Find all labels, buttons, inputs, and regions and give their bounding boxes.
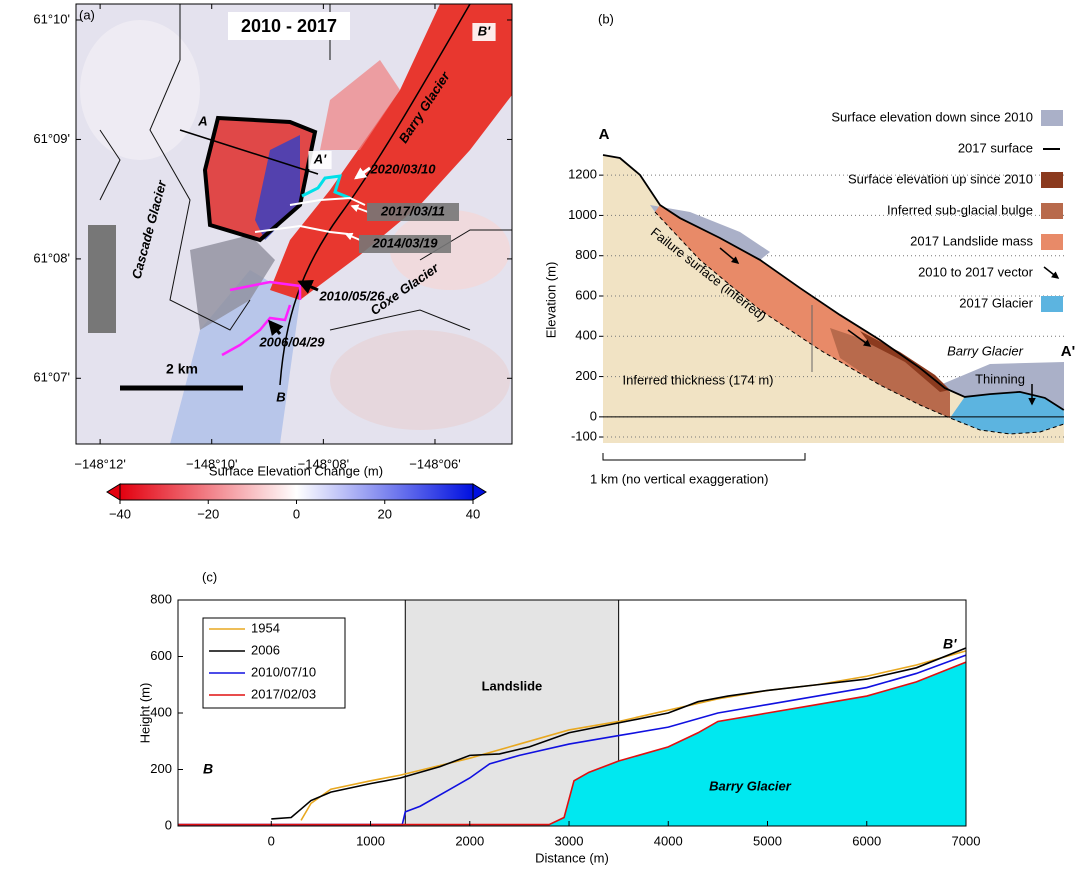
end-label: B' (943, 636, 957, 652)
y-axis-label: Height (m) (137, 683, 152, 744)
panel-label: (c) (202, 569, 217, 584)
y-tick-label: 1000 (568, 207, 597, 222)
region-label: Landslide (482, 678, 543, 693)
y-tick-label: 600 (575, 287, 597, 302)
legend-label: 2006 (251, 642, 280, 657)
colorbar-tick-label: −40 (109, 506, 131, 521)
colorbar-title: Surface Elevation Change (m) (209, 463, 383, 478)
legend-label: 2017 surface (958, 140, 1033, 155)
map-image (76, 4, 512, 444)
legend-swatch (1041, 203, 1063, 219)
legend-label: 2010 to 2017 vector (918, 264, 1034, 279)
colorbar-tick-label: −20 (197, 506, 219, 521)
legend-label: Surface elevation down since 2010 (831, 109, 1033, 124)
legend-label: 2017 Landslide mass (910, 233, 1033, 248)
profile-annotation: Inferred thickness (174 m) (622, 372, 773, 387)
section-label: A (599, 126, 610, 143)
legend-swatch (1041, 296, 1063, 312)
y-tick-label: 200 (150, 761, 172, 776)
y-tick-label: 600 (150, 648, 172, 663)
legend-label: 2017/02/03 (251, 686, 316, 701)
panel-label: (a) (79, 7, 95, 22)
end-label: B (203, 761, 213, 777)
map-annotation: 2017/03/11 (380, 203, 445, 218)
x-tick-label: 5000 (753, 833, 782, 848)
panel-label: (b) (598, 11, 614, 26)
map-annotation: B (276, 389, 285, 404)
legend-label: 1954 (251, 620, 280, 635)
map-title: 2010 - 2017 (241, 16, 337, 36)
legend-swatch (1044, 267, 1058, 278)
legend-label: Inferred sub-glacial bulge (887, 202, 1033, 217)
x-tick-label: −148°06' (409, 456, 460, 471)
map-annotation: 2006/04/29 (258, 334, 325, 349)
legend-label: Surface elevation up since 2010 (848, 171, 1033, 186)
map-annotation: A (197, 113, 207, 128)
colorbar-tick-label: 20 (378, 506, 392, 521)
colorbar-extend (473, 484, 486, 500)
figure: (a)2010 - 2017−148°12'−148°10'−148°08'−1… (0, 0, 1086, 869)
y-tick-label: 0 (165, 817, 172, 832)
map-annotation: 2020/03/10 (369, 161, 436, 176)
legend-swatch (1041, 110, 1063, 126)
y-tick-label: 200 (575, 368, 597, 383)
colorbar-tick-label: 0 (293, 506, 300, 521)
x-tick-label: 4000 (654, 833, 683, 848)
profile-annotation: Barry Glacier (947, 343, 1024, 358)
section-label: A' (1061, 343, 1075, 360)
colorbar (120, 484, 473, 500)
legend-swatch (1041, 234, 1063, 250)
x-tick-label: 0 (268, 833, 275, 848)
y-tick-label: 61°09' (33, 131, 70, 146)
x-tick-label: 6000 (852, 833, 881, 848)
y-tick-label: 800 (575, 247, 597, 262)
legend-label: 2017 Glacier (959, 295, 1033, 310)
y-tick-label: 61°07' (33, 370, 70, 385)
y-tick-label: -100 (571, 428, 597, 443)
colorbar-extend (107, 484, 120, 500)
y-axis-label: Elevation (m) (543, 262, 558, 339)
x-tick-label: 3000 (555, 833, 584, 848)
map-annotation: A' (313, 151, 327, 166)
x-tick-label: 2000 (455, 833, 484, 848)
scale-bar-label: 2 km (166, 361, 198, 377)
legend-label: 2010/07/10 (251, 664, 316, 679)
legend-swatch (1041, 172, 1063, 188)
x-tick-label: 7000 (952, 833, 981, 848)
y-tick-label: 1200 (568, 167, 597, 182)
x-tick-label: 1000 (356, 833, 385, 848)
profile-annotation: Thinning (975, 371, 1025, 386)
map-annotation: B' (478, 23, 491, 38)
x-tick-label: −148°12' (74, 456, 125, 471)
map-annotation: 2014/03/19 (371, 235, 438, 250)
y-tick-label: 61°10' (33, 11, 70, 26)
y-tick-label: 0 (590, 408, 597, 423)
fill-label: Barry Glacier (709, 778, 792, 793)
x-axis-label: Distance (m) (535, 850, 609, 865)
y-tick-label: 400 (150, 704, 172, 719)
y-tick-label: 800 (150, 591, 172, 606)
scale-bar-label: 1 km (no vertical exaggeration) (590, 471, 768, 486)
y-tick-label: 61°08' (33, 250, 70, 265)
y-tick-label: 400 (575, 328, 597, 343)
scale-bar (603, 453, 805, 460)
colorbar-tick-label: 40 (466, 506, 480, 521)
